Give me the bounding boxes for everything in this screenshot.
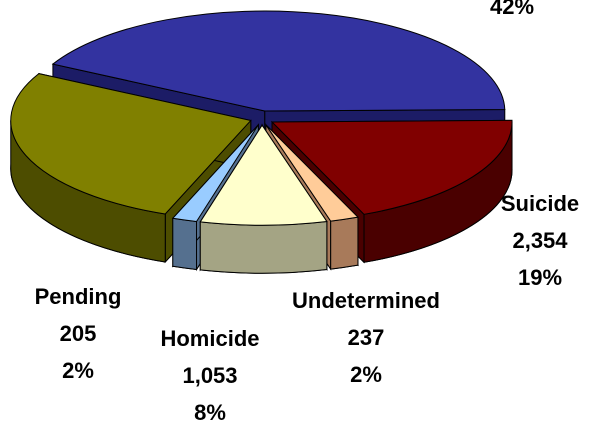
slice-side <box>172 217 198 271</box>
value-label: 2,354 <box>512 228 568 253</box>
slice <box>265 124 359 222</box>
slice <box>171 124 259 223</box>
percent-label: 2% <box>62 358 94 383</box>
category-label: Homicide <box>160 326 259 351</box>
category-label: Suicide <box>501 191 579 216</box>
slice <box>51 10 506 112</box>
category-label: Pending <box>35 284 122 309</box>
slice <box>10 73 252 215</box>
value-label: 205 <box>60 321 97 346</box>
value-label: 237 <box>348 325 385 350</box>
slice-side <box>330 216 359 270</box>
slice <box>270 119 513 215</box>
percent-label: 42% <box>490 0 534 19</box>
value-label: 1,053 <box>182 363 237 388</box>
slice-side <box>199 220 328 274</box>
percent-label: 19% <box>518 265 562 290</box>
category-label: Undetermined <box>292 288 440 313</box>
slice <box>199 124 328 226</box>
percent-label: 2% <box>350 362 382 387</box>
percent-label: 8% <box>194 400 226 425</box>
